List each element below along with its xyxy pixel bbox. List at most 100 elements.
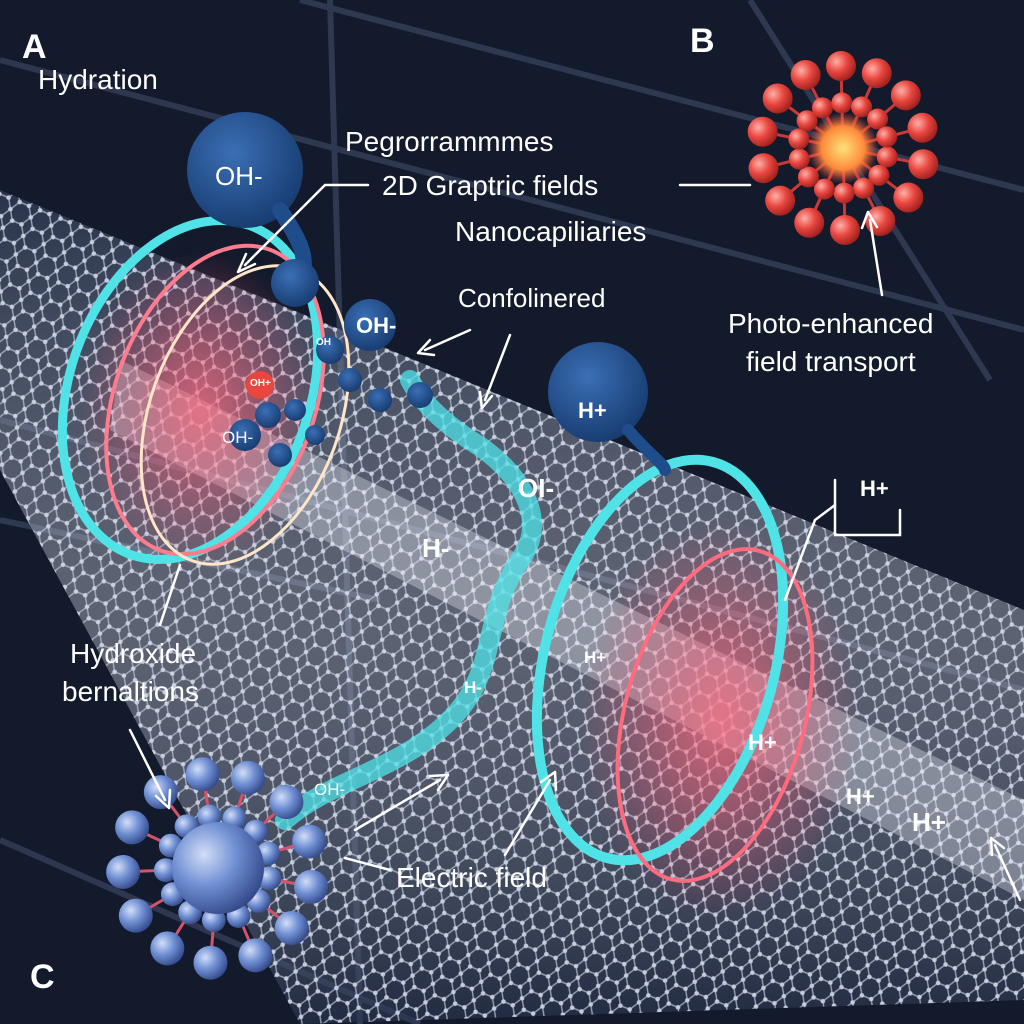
label-electric-field: Electric field [396, 862, 547, 893]
molecule-b-atom [876, 126, 898, 148]
molecule-b-atom [788, 148, 810, 170]
electric-arrowhead-1 [428, 773, 450, 792]
molecule-b-atom [747, 116, 778, 147]
molecule-b-atom [893, 182, 924, 213]
ion-h-bubble: H+ [578, 398, 607, 423]
confolinered-arrowhead-2 [478, 390, 494, 410]
confolinered-arrow-2 [483, 333, 512, 402]
ion-oh-red: OH+ [250, 378, 271, 389]
molecule-b-atom [867, 108, 889, 130]
right-arrowhead [989, 836, 1006, 857]
label-bernaltions: bernaltions [62, 676, 199, 707]
molecule-b-atom [890, 80, 921, 111]
red-glow-right [580, 520, 860, 920]
programmes-arrowhead [236, 252, 257, 274]
molecule-c-atom [201, 908, 226, 932]
molecule-c-atom [269, 785, 304, 820]
molecule-b-atom [868, 164, 890, 186]
molecule-b-atom [908, 149, 939, 180]
molecule-c-atom [185, 757, 220, 792]
programmes-line [243, 183, 370, 267]
electric-arrow-1 [353, 778, 442, 832]
molecule-b-atom [825, 51, 856, 82]
panel-label-c: C [30, 958, 55, 996]
h-bubble [548, 342, 671, 476]
electric-arrowhead-2 [539, 770, 558, 792]
molecule-b-atom [790, 60, 821, 91]
label-graptric-fields: 2D Graptric fields [382, 170, 599, 201]
ion-h-right-3: H+ [912, 807, 946, 837]
ion-h-right-2: H+ [846, 784, 875, 809]
ion-h-right-1: H+ [748, 730, 777, 755]
molecule-c-atom [153, 858, 178, 883]
molecule-c-atom [118, 898, 153, 933]
h-box-connector [783, 503, 837, 602]
photo-arrow [868, 218, 884, 297]
photo-molecule-b [747, 51, 939, 245]
ion-oh-bubble: OH- [215, 161, 263, 191]
molecule-b-atom [796, 110, 818, 132]
molecule-b-atom [765, 185, 796, 216]
molecule-cluster [229, 299, 433, 467]
molecule-c-atom [150, 931, 185, 966]
molecule-b-atom [865, 205, 896, 236]
photo-arrowhead [860, 210, 879, 230]
molecule-b-atom [876, 146, 898, 168]
hydroxide-arrowhead-c [154, 788, 172, 810]
molecule-b-atom [853, 177, 875, 199]
molecule-c-atom [274, 910, 309, 945]
molecule-b-atom [794, 207, 825, 238]
hydroxide-molecule-c [106, 757, 329, 980]
confolinered-arrow-1 [423, 328, 472, 352]
molecule-b-atom [861, 58, 892, 89]
red-ring-right [615, 547, 815, 883]
molecule-c-atom [292, 824, 327, 859]
right-arrow [993, 843, 1022, 902]
ion-h-minus: H- [464, 678, 482, 697]
red-glow-left [80, 250, 320, 570]
label-nanocapillaries: Nanocapiliaries [455, 216, 647, 247]
label-photo-enhanced: Photo-enhanced [728, 308, 934, 339]
electric-arrow-2 [503, 778, 552, 857]
molecule-b-atom [762, 83, 793, 114]
label-confolinered: Confolinered [458, 283, 606, 313]
panel-label-b: B [690, 22, 715, 60]
h-box-bracket [833, 478, 902, 537]
panel-label-a: A [22, 28, 47, 66]
ion-h-box: H+ [860, 476, 889, 501]
oh-bubble-large [187, 112, 319, 307]
molecule-b-atom [797, 166, 819, 188]
label-field-transport: field transport [746, 346, 916, 377]
molecule-c-atom [193, 945, 228, 980]
hydroxide-line [158, 563, 182, 627]
molecule-c-atom [106, 854, 141, 889]
hydroxide-arrow-c [128, 728, 167, 802]
molecule-b-atom [831, 92, 853, 114]
ion-oh-small: OH [316, 337, 331, 348]
label-hydration: Hydration [38, 64, 158, 95]
ion-oh-left: OH- [222, 428, 254, 447]
molecule-b-atom [748, 153, 779, 184]
molecule-b-atom [811, 97, 833, 119]
cyan-ring-mid [531, 454, 789, 866]
ion-oh-tail: OH- [314, 780, 346, 799]
molecule-c-atom [230, 760, 265, 795]
ion-oi: OI- [518, 473, 555, 503]
callout-lines [128, 183, 1022, 902]
molecule-c-atom [238, 938, 273, 973]
label-hydroxide: Hydroxide [70, 638, 197, 669]
ion-h-mid: H+ [584, 648, 607, 667]
molecule-c-atom [294, 869, 329, 904]
molecule-b-atom [851, 96, 873, 118]
electric-line [343, 856, 392, 872]
molecule-b-atom [788, 128, 810, 150]
molecule-c-core [172, 822, 264, 914]
molecule-b-atom [830, 214, 861, 245]
confolinered-arrowhead-1 [416, 338, 436, 357]
molecule-b-atom [833, 182, 855, 204]
molecule-c-atom [115, 810, 150, 845]
molecule-b-atom [813, 178, 835, 200]
label-programmes: Pegrorrammmes [345, 126, 554, 157]
fluid-stream [275, 370, 542, 830]
